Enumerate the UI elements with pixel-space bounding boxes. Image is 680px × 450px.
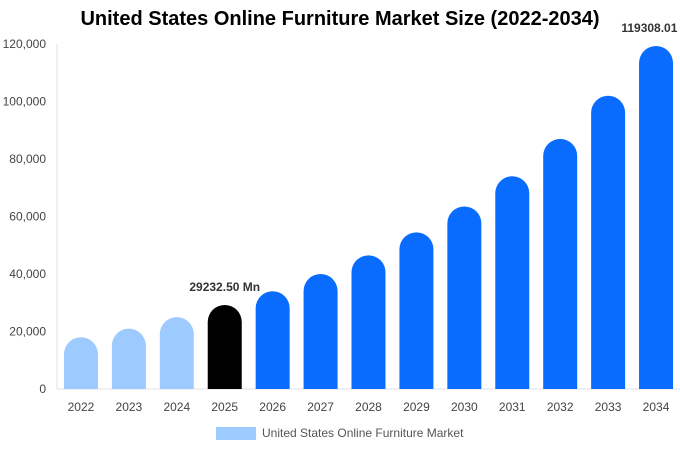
legend-label: United States Online Furniture Market — [262, 426, 464, 440]
x-tick-label: 2027 — [307, 400, 334, 414]
y-tick-label: 100,000 — [3, 95, 47, 109]
y-tick-label: 40,000 — [9, 267, 46, 281]
data-label-2034: 119308.01 M — [621, 21, 680, 35]
bar-2029 — [399, 232, 434, 389]
x-tick-label: 2025 — [211, 400, 238, 414]
bar-2032 — [543, 138, 578, 389]
x-tick-label: 2032 — [547, 400, 574, 414]
bar-2022 — [63, 337, 98, 389]
x-axis: 2022 2023 2024 2025 2026 2027 2028 2029 2030 2031… — [57, 388, 680, 414]
bar-2028 — [351, 255, 386, 389]
bar-2023 — [111, 328, 146, 389]
bar-2027 — [303, 274, 338, 389]
x-tick-label: 2030 — [451, 400, 478, 414]
y-tick-label: 0 — [39, 382, 46, 396]
y-tick-label: 60,000 — [9, 210, 46, 224]
legend: United States Online Furniture Market — [216, 426, 463, 440]
bar-2033 — [591, 95, 626, 389]
bar-2026 — [255, 291, 290, 389]
x-tick-label: 2028 — [355, 400, 382, 414]
x-tick-label: 2034 — [643, 400, 670, 414]
y-axis: 0 20,000 40,000 60,000 80,000 100,000 120,000 — [3, 37, 58, 396]
x-tick-label: 2029 — [403, 400, 430, 414]
x-tick-label: 2026 — [259, 400, 286, 414]
y-tick-label: 20,000 — [9, 325, 46, 339]
x-tick-label: 2033 — [595, 400, 622, 414]
x-tick-label: 2024 — [163, 400, 190, 414]
y-tick-label: 80,000 — [9, 152, 46, 166]
bars — [63, 45, 674, 389]
chart-title: United States Online Furniture Market Si… — [80, 8, 600, 30]
x-tick-label: 2031 — [499, 400, 526, 414]
bar-2024 — [159, 317, 194, 389]
data-label-2025: 29232.50 Mn — [189, 280, 260, 294]
bar-2030 — [447, 206, 482, 389]
x-tick-label: 2022 — [68, 400, 95, 414]
bar-2031 — [495, 176, 530, 389]
bar-2025 — [207, 304, 242, 389]
x-tick-label: 2023 — [116, 400, 143, 414]
y-tick-label: 120,000 — [3, 37, 47, 51]
data-labels: 29232.50 Mn 119308.01 M — [189, 21, 680, 294]
bar-2034 — [639, 45, 674, 389]
legend-swatch — [216, 426, 256, 440]
